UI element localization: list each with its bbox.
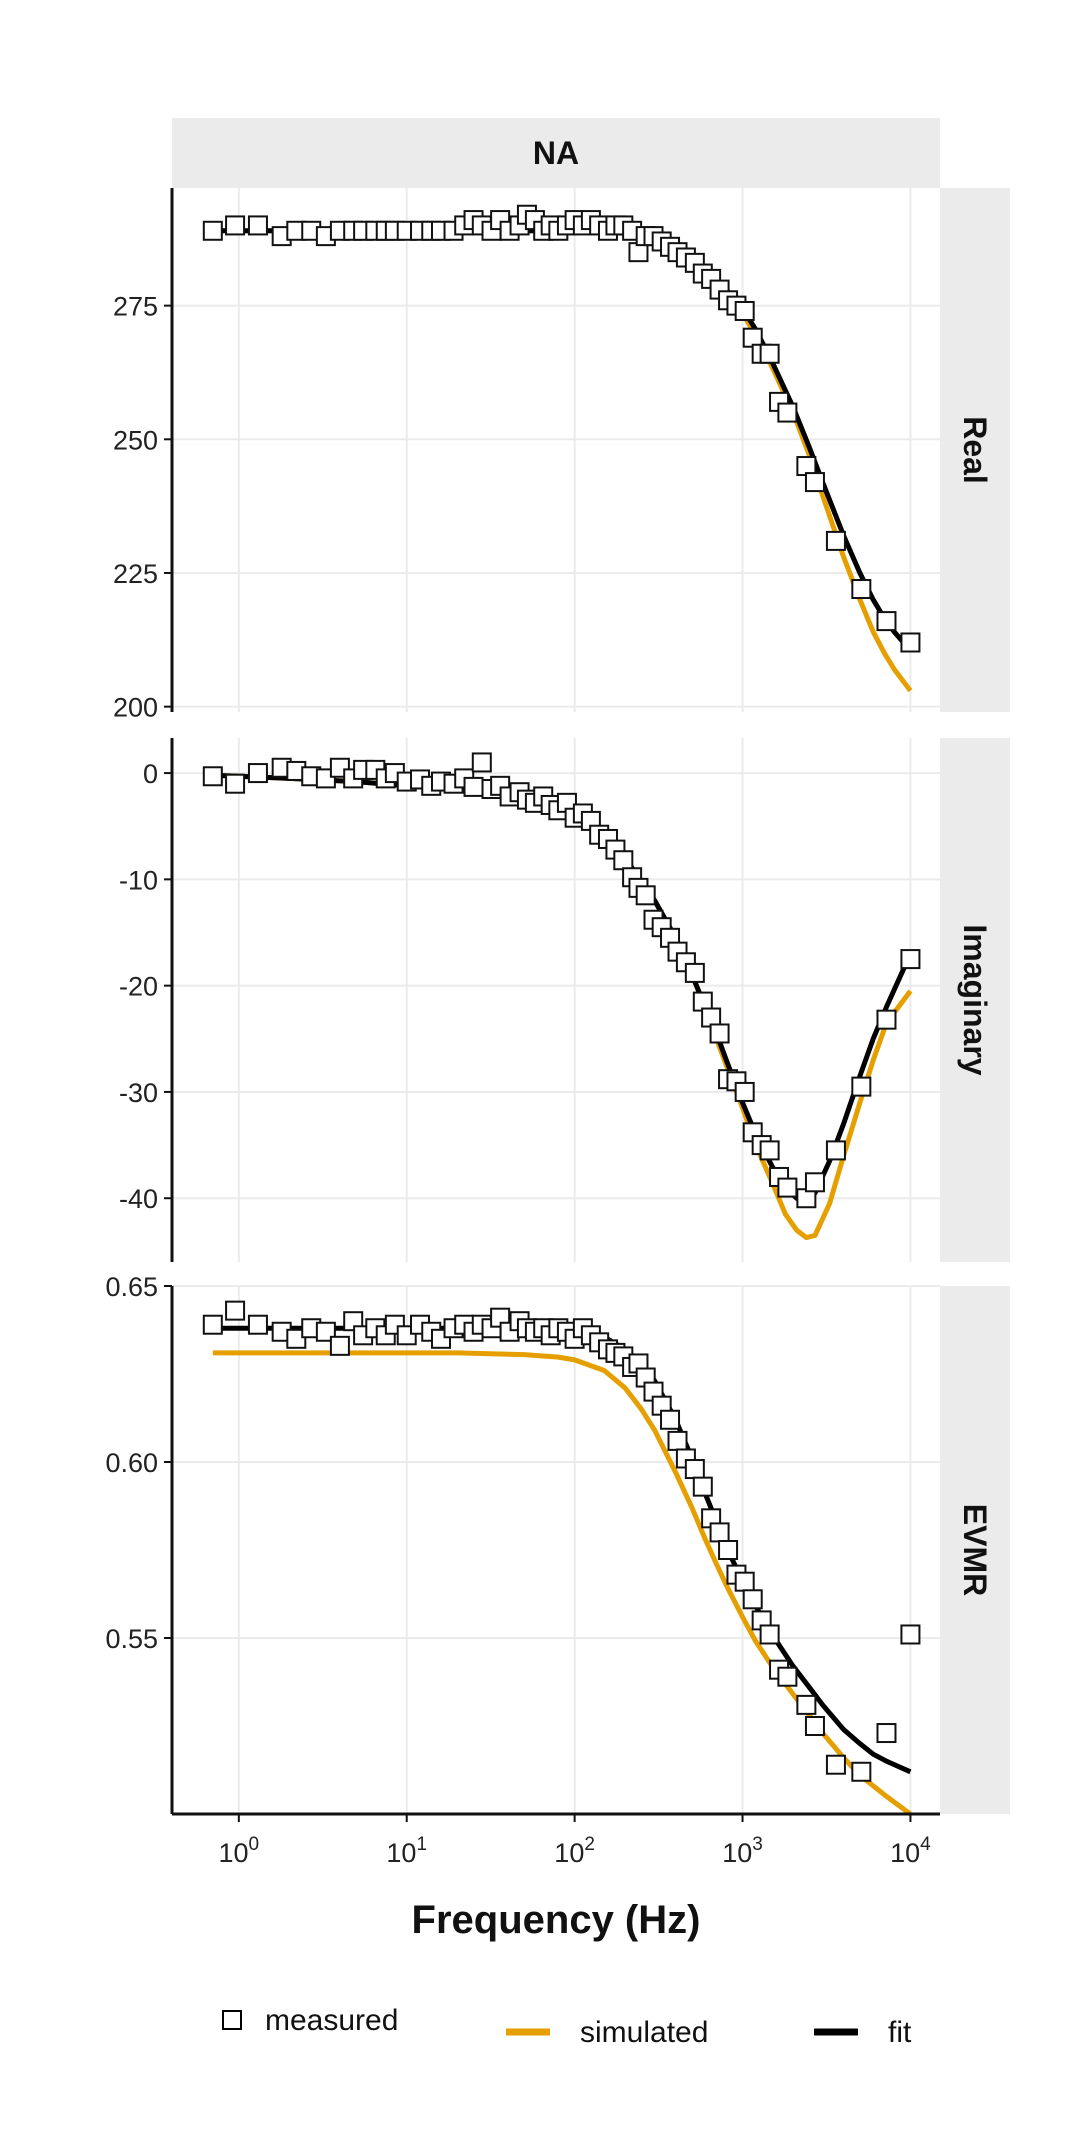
measured-point [900, 632, 921, 653]
measured-point [692, 1476, 713, 1497]
measured-point [825, 530, 846, 551]
measured-point [202, 220, 223, 241]
measured-point [777, 402, 798, 423]
panel-evmr: 0.55 0.60 0.65 EVMR [105, 1272, 1010, 1817]
measured-point [825, 1754, 846, 1775]
legend-key-measured [222, 2010, 242, 2030]
measured-point [851, 1761, 872, 1782]
simulated-line [212, 1350, 912, 1817]
measured-point [900, 949, 921, 970]
measured-point [247, 763, 268, 784]
measured-point [709, 1023, 730, 1044]
measured-point [777, 1666, 798, 1687]
measured-point [759, 1624, 780, 1645]
y-tick-label: 0.60 [105, 1448, 158, 1478]
panel-label: Imaginary [957, 924, 993, 1075]
legend-label-measured: measured [265, 2004, 398, 2037]
facet-strip-right [940, 1286, 1010, 1814]
simulated-line [212, 772, 913, 1241]
measured-point [900, 1624, 921, 1645]
measured-point [759, 1140, 780, 1161]
x-tick-label: 102 [554, 1834, 595, 1868]
measured-point [635, 885, 656, 906]
legend-label-simulated: simulated [580, 2016, 708, 2049]
y-tick-label: 200 [113, 693, 158, 723]
measured-point [247, 215, 268, 236]
measured-point [225, 215, 246, 236]
measured-point [876, 1009, 897, 1030]
y-tick-label: 225 [113, 559, 158, 589]
measured-point [718, 1540, 739, 1560]
measured-point [734, 1571, 755, 1592]
measured-point [734, 1081, 755, 1102]
fit-line [212, 228, 913, 653]
panel-label: EVMR [957, 1504, 993, 1596]
y-tick-label: -30 [119, 1078, 158, 1108]
measured-point [796, 1694, 817, 1715]
measured-point [851, 1076, 872, 1097]
measured-point [734, 300, 755, 321]
x-tick-label: 100 [219, 1834, 260, 1868]
measured-point [613, 850, 634, 871]
y-tick-label: 0.65 [105, 1272, 158, 1302]
facet-label: NA [533, 135, 579, 171]
measured-point [667, 1430, 688, 1451]
panel-real: 200 225 250 275 Real [113, 188, 1010, 723]
measured-point [202, 1314, 223, 1335]
measured-point [759, 343, 780, 364]
measured-point [684, 1459, 705, 1480]
measured-point [777, 1177, 798, 1198]
measured-point [709, 1522, 730, 1543]
y-tick-label: 0 [143, 759, 158, 789]
measured-point [804, 1172, 825, 1193]
y-tick-label: -20 [119, 972, 158, 1002]
measured-point [825, 1140, 846, 1161]
measured-point [247, 1314, 268, 1335]
y-tick-label: 250 [113, 425, 158, 455]
measured-point [876, 611, 897, 632]
legend-item-fit: fit [814, 2016, 912, 2049]
legend: measured simulated fit [222, 2004, 912, 2049]
y-tick-label: 275 [113, 292, 158, 322]
measured-point [684, 962, 705, 983]
y-tick-label: 0.55 [105, 1624, 158, 1654]
measured-point [463, 776, 484, 797]
measured-point [225, 773, 246, 794]
facet-strip-right [940, 188, 1010, 712]
measured-point [804, 1716, 825, 1736]
legend-item-simulated: simulated [506, 2016, 708, 2049]
legend-item-measured: measured [222, 2004, 398, 2037]
y-tick-label: -10 [119, 865, 158, 895]
fit-line [212, 772, 913, 1206]
measured-point [329, 1335, 350, 1356]
measured-point [804, 472, 825, 493]
measured-point [660, 1409, 681, 1430]
measured-point [286, 1328, 307, 1349]
measured-point [742, 1589, 763, 1610]
measured-point [225, 1300, 246, 1321]
measured-point [471, 752, 492, 773]
x-tick-label: 104 [890, 1834, 931, 1868]
x-tick-label: 103 [722, 1834, 763, 1868]
facet-strip-right [940, 738, 1010, 1262]
measured-point [202, 766, 223, 787]
x-axis-title: Frequency (Hz) [412, 1898, 701, 1942]
measured-point [851, 579, 872, 600]
panel-imaginary: -40 -30 -20 -10 0 Imaginary [119, 738, 1010, 1262]
measured-point [876, 1723, 897, 1744]
legend-label-fit: fit [888, 2016, 912, 2049]
panel-label: Real [957, 416, 993, 484]
y-tick-label: -40 [119, 1184, 158, 1214]
facet-strip-top [172, 118, 940, 188]
x-tick-label: 101 [386, 1834, 427, 1868]
